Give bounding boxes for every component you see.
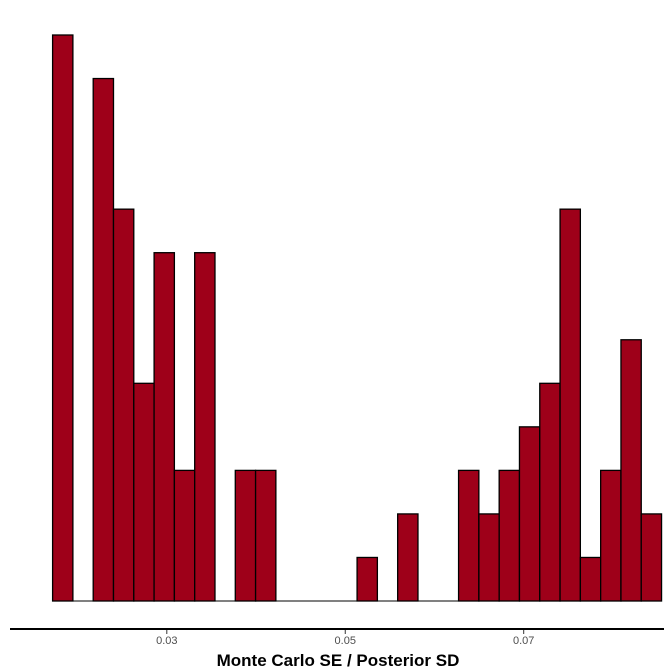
histogram-bar	[539, 382, 561, 602]
histogram-bar	[51, 34, 74, 602]
x-tick-label: 0.07	[513, 635, 534, 647]
histogram-bar	[498, 469, 521, 602]
histogram-bar	[518, 426, 541, 602]
histogram-bar	[356, 556, 379, 602]
histogram-bar	[112, 208, 135, 602]
histogram-bar	[620, 339, 642, 602]
histogram-bar	[234, 469, 257, 602]
histogram-bar	[254, 469, 277, 602]
x-tick-label: 0.03	[156, 635, 177, 647]
histogram-bar	[478, 513, 500, 602]
histogram-bar	[579, 556, 602, 602]
histogram-bar	[133, 382, 155, 602]
histogram-bar	[559, 208, 582, 602]
histogram-bars	[51, 34, 663, 602]
histogram-bar	[600, 469, 622, 602]
x-axis-ticks: 0.03 0.05 0.07	[156, 630, 534, 647]
histogram-bar	[194, 252, 216, 602]
x-axis-title: Monte Carlo SE / Posterior SD	[217, 651, 460, 670]
histogram-bar	[173, 469, 196, 602]
histogram-bar	[397, 513, 419, 602]
histogram-bar	[457, 469, 480, 602]
histogram-bar	[92, 77, 115, 602]
x-tick-label: 0.05	[335, 635, 356, 647]
histogram-bar	[640, 513, 663, 602]
histogram-bar	[153, 252, 176, 602]
